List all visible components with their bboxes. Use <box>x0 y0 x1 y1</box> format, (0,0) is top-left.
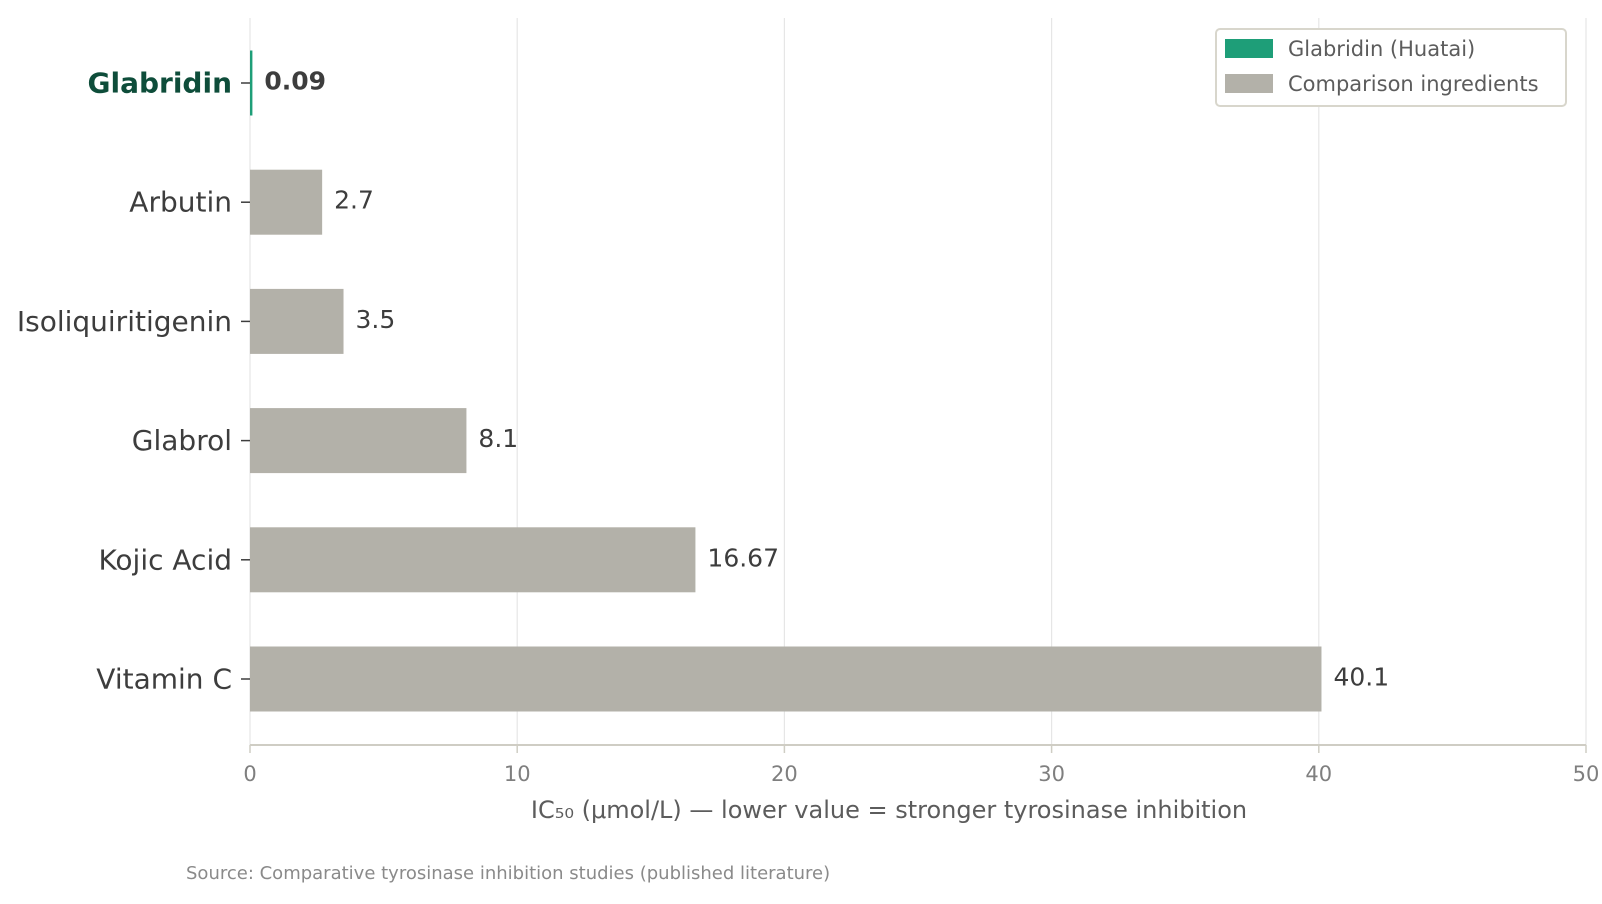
value-label-arbutin: 2.7 <box>334 186 374 215</box>
legend-label-comparison: Comparison ingredients <box>1288 72 1539 96</box>
value-label-kojic-acid: 16.67 <box>707 543 779 572</box>
x-axis-tick-labels: 0 10 20 30 40 50 <box>243 762 1599 786</box>
y-axis-ticks <box>241 82 250 680</box>
bar-isoliquiritigenin <box>250 288 344 354</box>
category-labels: Glabridin Arbutin Isoliquiritigenin Glabrol… <box>17 67 232 696</box>
x-tick-label-20: 20 <box>771 762 798 786</box>
legend-swatch-comparison <box>1225 74 1273 93</box>
x-tick-label-40: 40 <box>1305 762 1332 786</box>
bar-arbutin <box>250 169 323 235</box>
value-label-isoliquiritigenin: 3.5 <box>356 305 396 334</box>
bar-kojic-acid <box>250 527 696 593</box>
x-tick-label-0: 0 <box>243 762 256 786</box>
x-tick-label-50: 50 <box>1573 762 1600 786</box>
x-axis <box>249 744 1587 753</box>
legend: Glabridin (Huatai) Comparison ingredient… <box>1215 28 1567 107</box>
legend-swatch-glabridin <box>1225 39 1273 58</box>
bar-glabridin <box>250 50 253 116</box>
x-axis-title: IC₅₀ (μmol/L) — lower value = stronger t… <box>531 796 1247 824</box>
x-tick-label-30: 30 <box>1038 762 1065 786</box>
x-tick-label-10: 10 <box>504 762 531 786</box>
value-label-vitamin-c: 40.1 <box>1333 663 1389 692</box>
bar-vitamin-c <box>250 646 1322 712</box>
grid-lines <box>249 18 1587 745</box>
bar-glabrol <box>250 408 467 474</box>
value-labels: 0.09 2.7 3.5 8.1 16.67 40.1 <box>264 67 1389 692</box>
legend-frame <box>1215 28 1567 107</box>
legend-label-glabridin: Glabridin (Huatai) <box>1288 37 1475 61</box>
category-label-glabridin: Glabridin <box>88 67 233 100</box>
value-label-glabrol: 8.1 <box>478 424 518 453</box>
category-label-vitamin-c: Vitamin C <box>96 663 232 696</box>
bars <box>250 50 1322 712</box>
category-label-isoliquiritigenin: Isoliquiritigenin <box>17 305 232 338</box>
category-label-arbutin: Arbutin <box>129 186 232 219</box>
source-note: Source: Comparative tyrosinase inhibitio… <box>186 863 830 884</box>
value-label-glabridin: 0.09 <box>264 67 326 96</box>
category-label-glabrol: Glabrol <box>132 424 232 457</box>
category-label-kojic-acid: Kojic Acid <box>98 543 232 576</box>
